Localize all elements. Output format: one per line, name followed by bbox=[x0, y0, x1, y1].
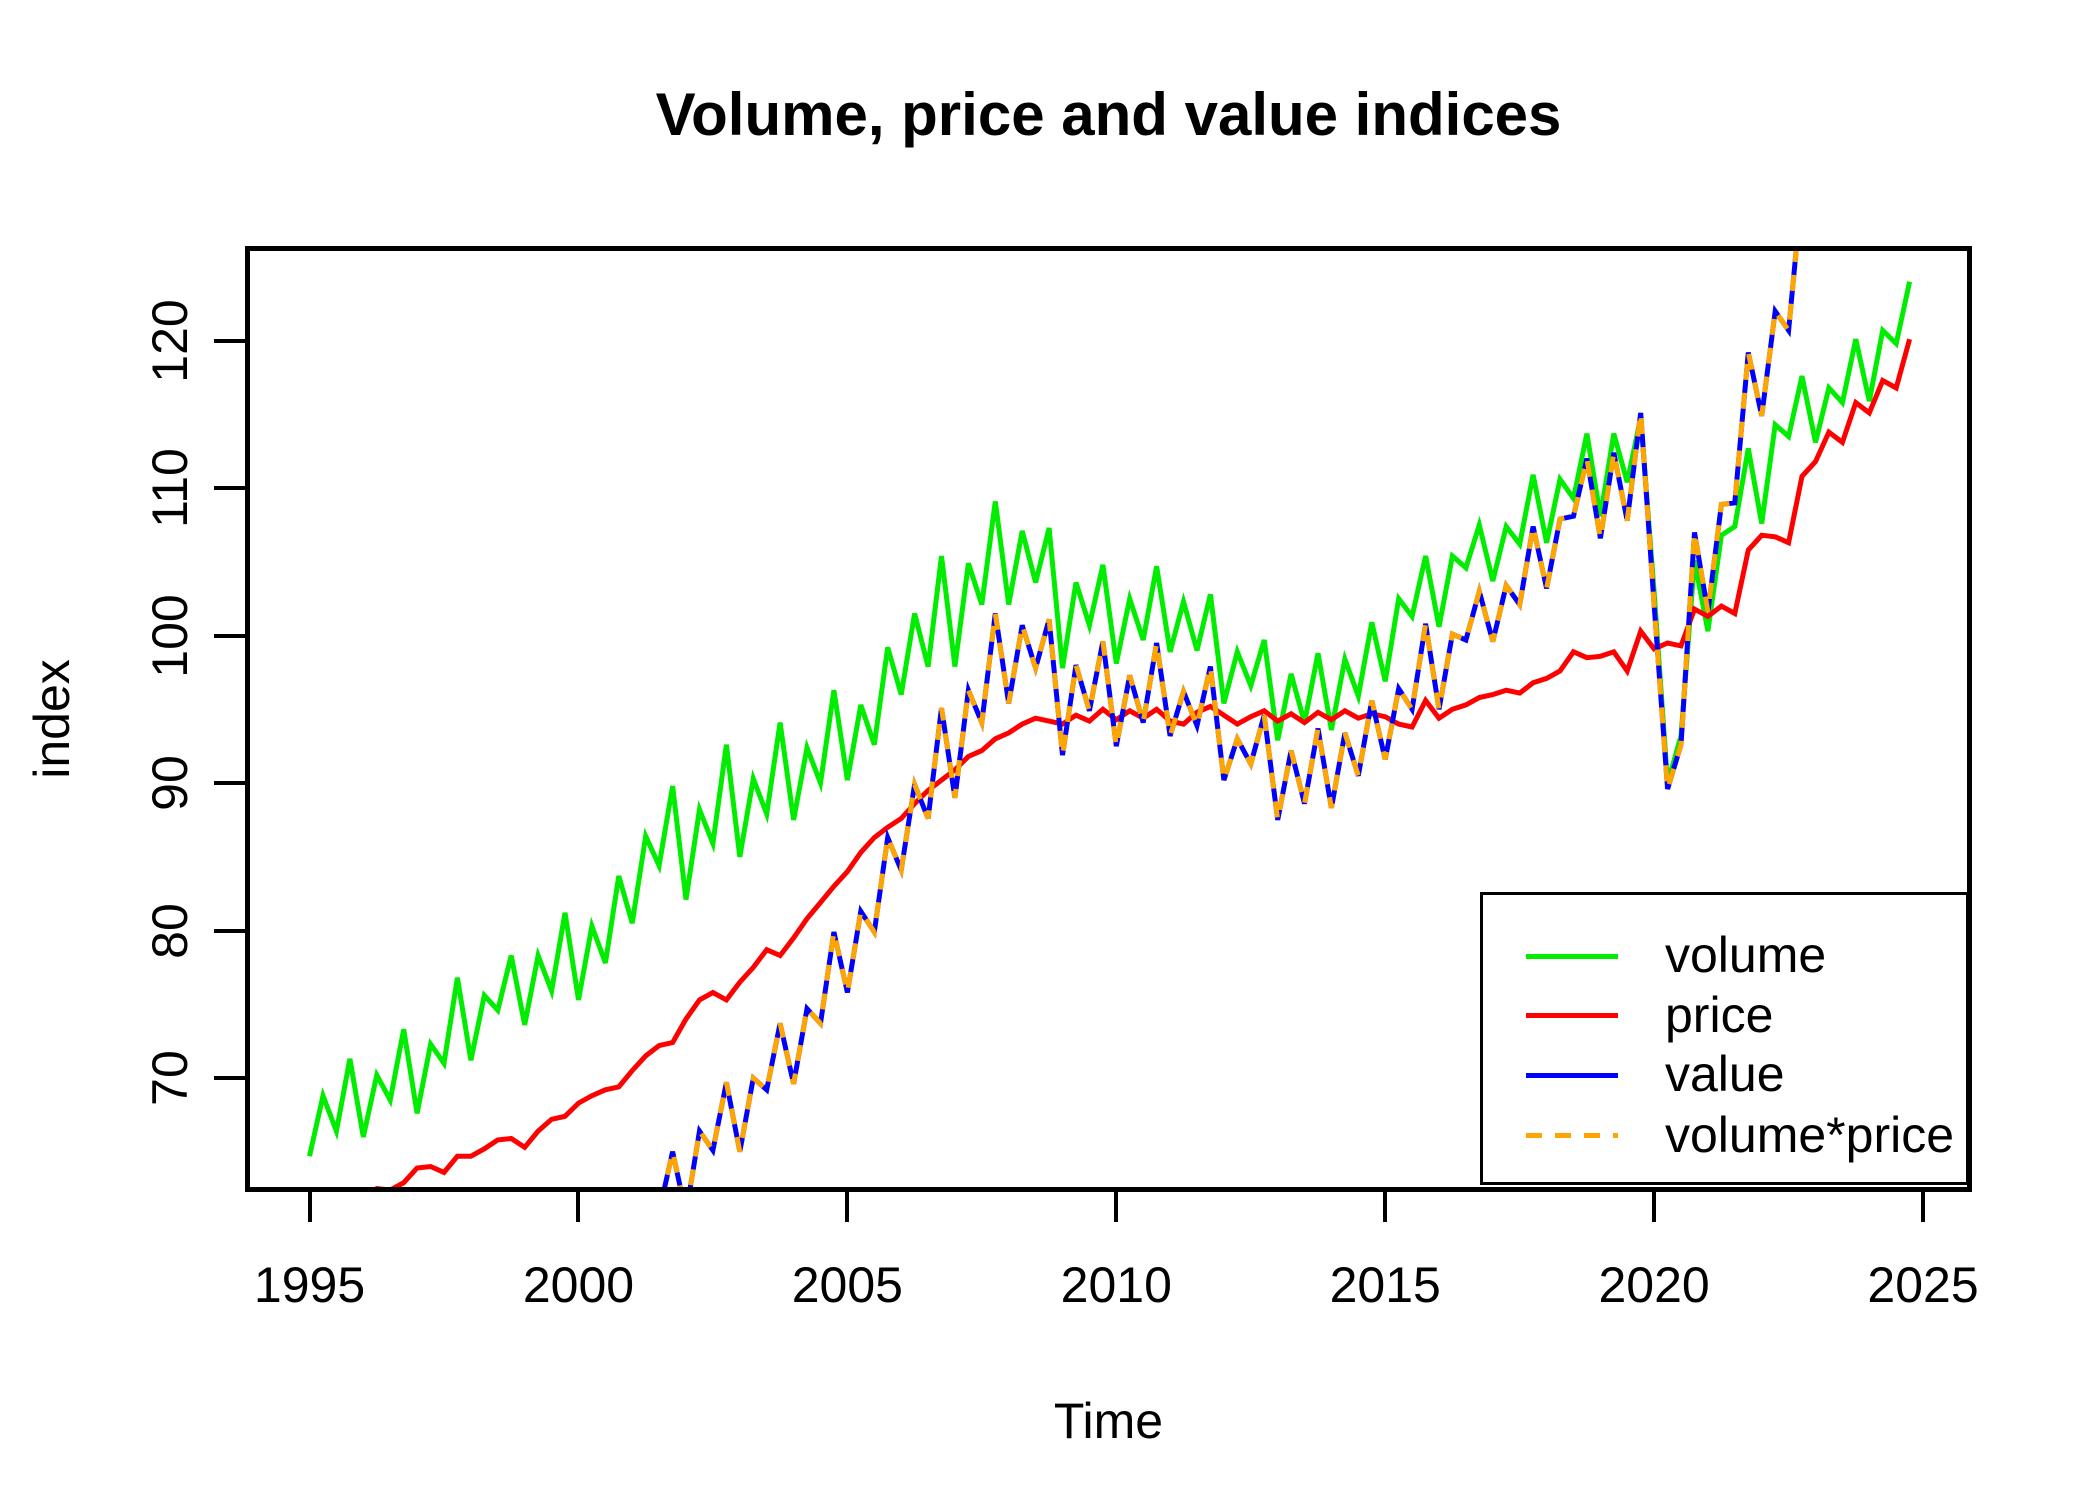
legend-item-value: value bbox=[1483, 1045, 1966, 1105]
x-tick-mark bbox=[1114, 1192, 1119, 1222]
y-tick-mark bbox=[214, 928, 245, 933]
x-tick-label: 2005 bbox=[791, 1257, 903, 1313]
legend-box: volume price value volume*price bbox=[1480, 892, 1969, 1185]
plot-area bbox=[245, 246, 1972, 1192]
series-line-value bbox=[661, 246, 1819, 1192]
y-tick-label-text: 80 bbox=[142, 902, 198, 959]
x-tick-mark bbox=[1921, 1192, 1926, 1222]
legend-label: value bbox=[1665, 1045, 1785, 1102]
legend-line-sample-price bbox=[1526, 1013, 1618, 1018]
x-tick-mark bbox=[1652, 1192, 1657, 1222]
plot-border bbox=[245, 246, 1972, 1192]
x-tick-mark bbox=[1383, 1192, 1388, 1222]
y-tick-label-text: 110 bbox=[142, 448, 198, 528]
legend-label: volume bbox=[1665, 926, 1827, 983]
legend-item-price: price bbox=[1483, 986, 1966, 1046]
legend-item-volume: volume bbox=[1483, 926, 1966, 986]
y-tick-label-text: 100 bbox=[142, 593, 198, 678]
x-tick-label: 2010 bbox=[1060, 1257, 1172, 1313]
x-tick-mark bbox=[307, 1192, 312, 1222]
legend-label: volume*price bbox=[1665, 1106, 1955, 1163]
x-tick-mark bbox=[576, 1192, 581, 1222]
legend-line-sample-volume_price bbox=[1526, 1133, 1618, 1138]
x-tick-mark bbox=[845, 1192, 850, 1222]
y-tick-label-text: 70 bbox=[142, 1050, 198, 1106]
y-tick-label-text: 120 bbox=[142, 298, 198, 383]
y-tick-label-text: 90 bbox=[142, 755, 198, 811]
chart-title: Volume, price and value indices bbox=[655, 81, 1562, 148]
legend-label: price bbox=[1665, 986, 1774, 1043]
series-line-price bbox=[365, 338, 1913, 1192]
y-tick-mark bbox=[214, 1076, 245, 1080]
legend-item-volume_price: volume*price bbox=[1483, 1106, 1966, 1166]
y-tick-mark bbox=[214, 781, 245, 786]
y-tick-mark bbox=[214, 633, 245, 638]
legend-line-sample-volume bbox=[1526, 953, 1618, 959]
x-tick-label: 1995 bbox=[253, 1257, 366, 1313]
legend-line-sample-value bbox=[1526, 1072, 1618, 1078]
y-tick-mark bbox=[214, 486, 245, 491]
x-tick-label: 2020 bbox=[1598, 1257, 1710, 1313]
x-tick-label: 2015 bbox=[1329, 1257, 1441, 1313]
x-tick-label: 2000 bbox=[522, 1257, 635, 1313]
y-tick-mark bbox=[214, 338, 245, 343]
x-tick-label: 2025 bbox=[1867, 1257, 1979, 1313]
x-axis-label: Time bbox=[1053, 1393, 1164, 1449]
